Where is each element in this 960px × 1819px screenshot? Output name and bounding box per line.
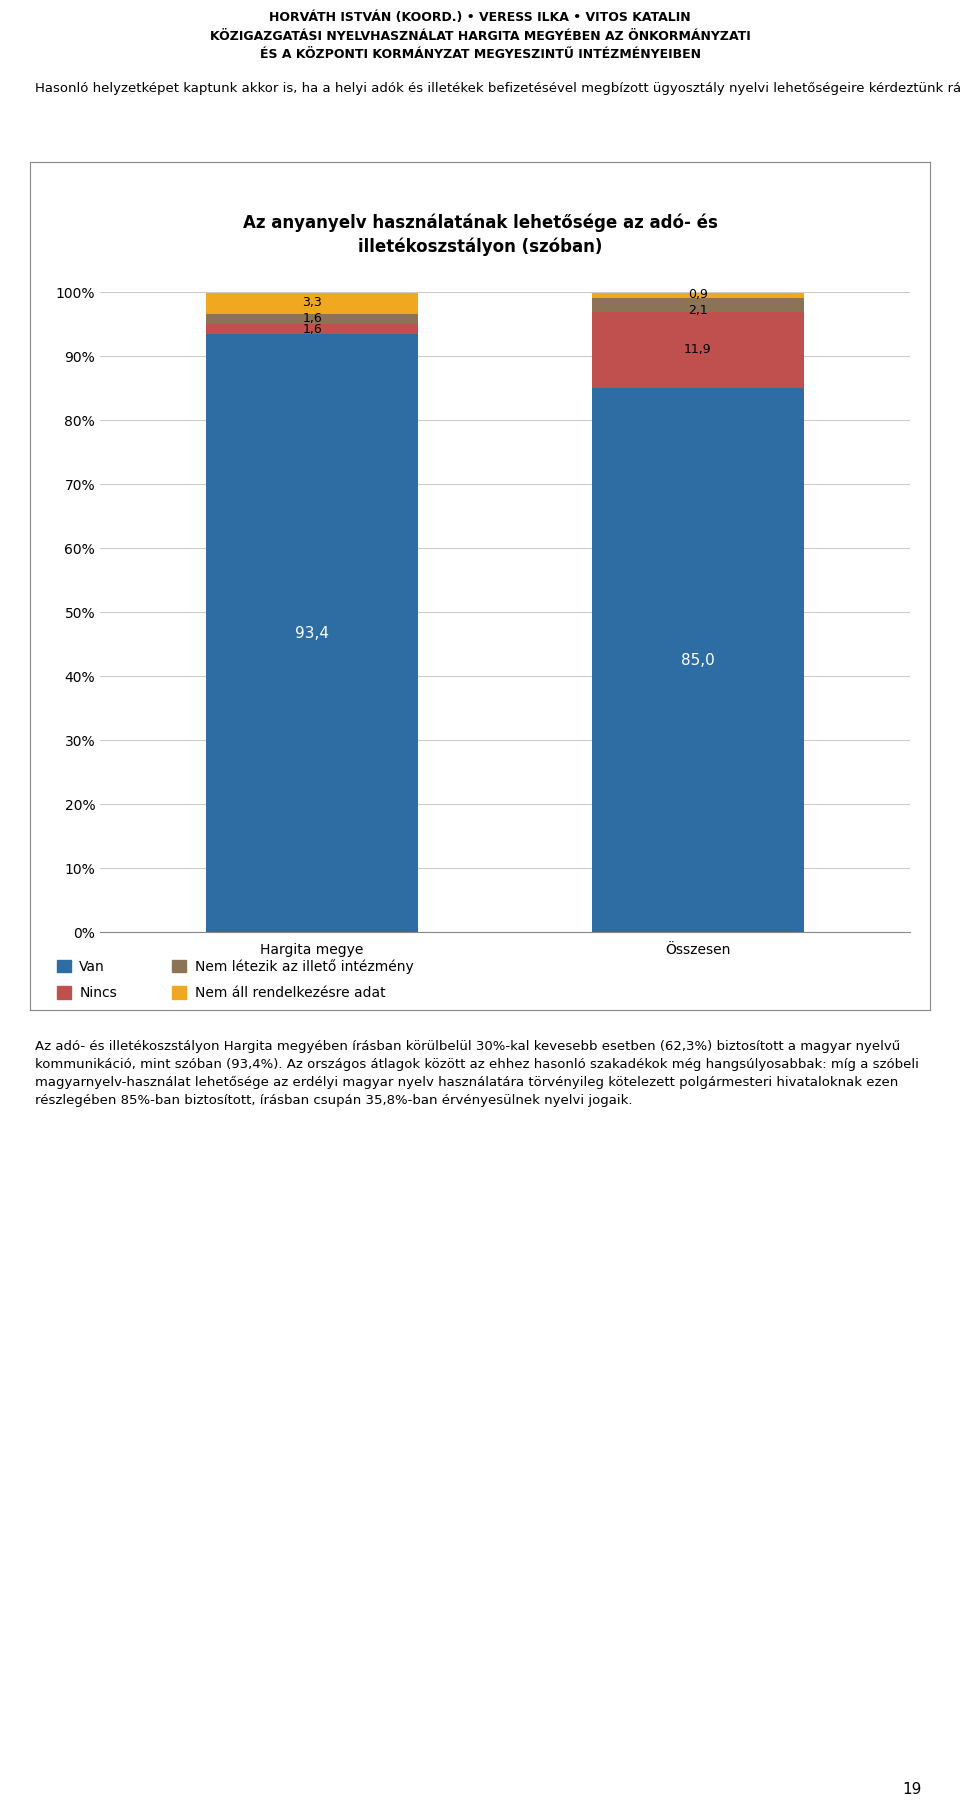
Bar: [206, 313, 419, 324]
Text: 2,1: 2,1: [688, 304, 708, 317]
Text: 1,6: 1,6: [302, 313, 322, 326]
Text: 85,0: 85,0: [681, 653, 715, 668]
Text: 3,3: 3,3: [302, 296, 322, 309]
Text: Az anyanyelv használatának lehetősége az adó- és
illetékoszstályon (szóban): Az anyanyelv használatának lehetősége az…: [243, 213, 717, 256]
Bar: [591, 293, 804, 298]
Text: Hasonló helyzetképet kaptunk akkor is, ha a helyi adók és illetékek befizetéséve: Hasonló helyzetképet kaptunk akkor is, h…: [35, 82, 960, 95]
Legend: Van, Nincs, Nem létezik az illető intézmény, Nem áll rendelkezésre adat: Van, Nincs, Nem létezik az illető intézm…: [57, 959, 414, 1000]
Text: Az adó- és illetékoszstályon Hargita megyében írásban körülbelül 30%-kal keveseb: Az adó- és illetékoszstályon Hargita meg…: [35, 1040, 919, 1108]
Bar: [206, 293, 419, 313]
Text: 19: 19: [902, 1781, 922, 1797]
Text: 11,9: 11,9: [684, 344, 711, 357]
Text: 93,4: 93,4: [295, 626, 329, 640]
Bar: [591, 387, 804, 931]
Bar: [206, 324, 419, 335]
Bar: [591, 298, 804, 311]
Bar: [206, 335, 419, 931]
Text: 0,9: 0,9: [688, 289, 708, 302]
Text: HORVÁTH ISTVÁN (KOORD.) • VERESS ILKA • VITOS KATALIN
KÖZIGAZGATÁSI NYELVHASZNÁL: HORVÁTH ISTVÁN (KOORD.) • VERESS ILKA • …: [209, 11, 751, 62]
Bar: [591, 311, 804, 387]
Text: 1,6: 1,6: [302, 322, 322, 337]
